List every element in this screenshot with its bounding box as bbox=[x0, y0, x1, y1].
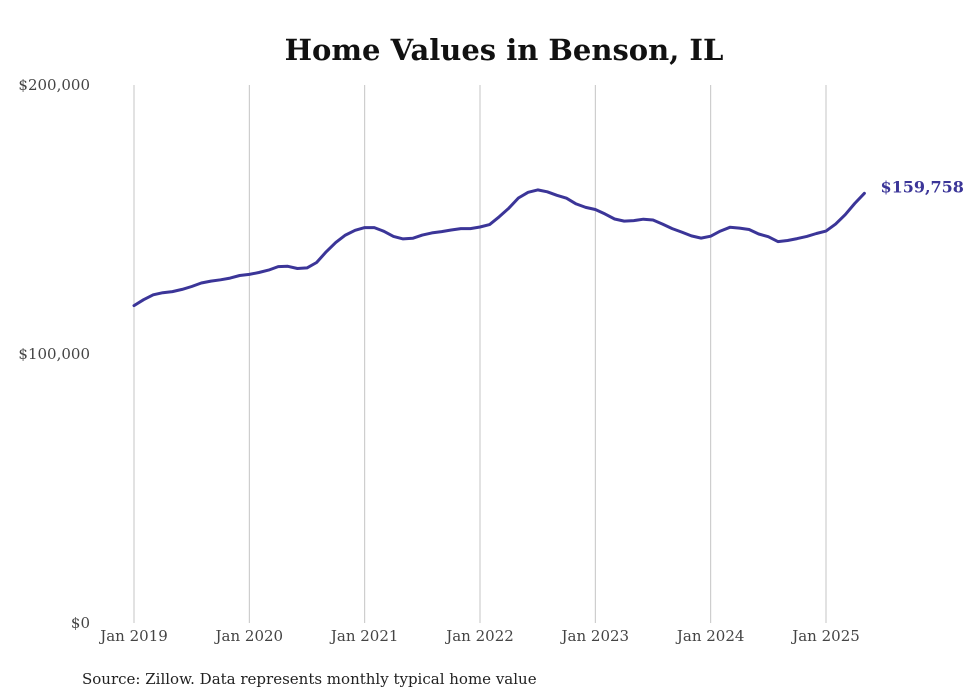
y-tick-label: $200,000 bbox=[18, 76, 90, 94]
x-axis-ticks: Jan 2019 Jan 2020 Jan 2021 Jan 2022 Jan 2023… bbox=[98, 627, 860, 645]
x-tick-label: Jan 2025 bbox=[790, 627, 860, 645]
x-gridlines bbox=[133, 85, 827, 623]
x-tick-label: Jan 2023 bbox=[560, 627, 630, 645]
series-line bbox=[132, 188, 866, 308]
y-axis-ticks: $0 $100,000 $200,000 bbox=[18, 76, 90, 632]
series-layer bbox=[132, 188, 866, 308]
x-tick-label: Jan 2024 bbox=[675, 627, 745, 645]
y-tick-label: $100,000 bbox=[18, 345, 90, 363]
chart-title: Home Values in Benson, IL bbox=[285, 33, 724, 67]
x-tick-label: Jan 2019 bbox=[98, 627, 168, 645]
x-tick-label: Jan 2020 bbox=[214, 627, 284, 645]
end-value-label: $159,758 bbox=[880, 177, 964, 196]
x-tick-label: Jan 2021 bbox=[329, 627, 399, 645]
y-tick-label: $0 bbox=[71, 614, 90, 632]
x-tick-label: Jan 2022 bbox=[444, 627, 514, 645]
source-note: Source: Zillow. Data represents monthly … bbox=[82, 670, 537, 688]
